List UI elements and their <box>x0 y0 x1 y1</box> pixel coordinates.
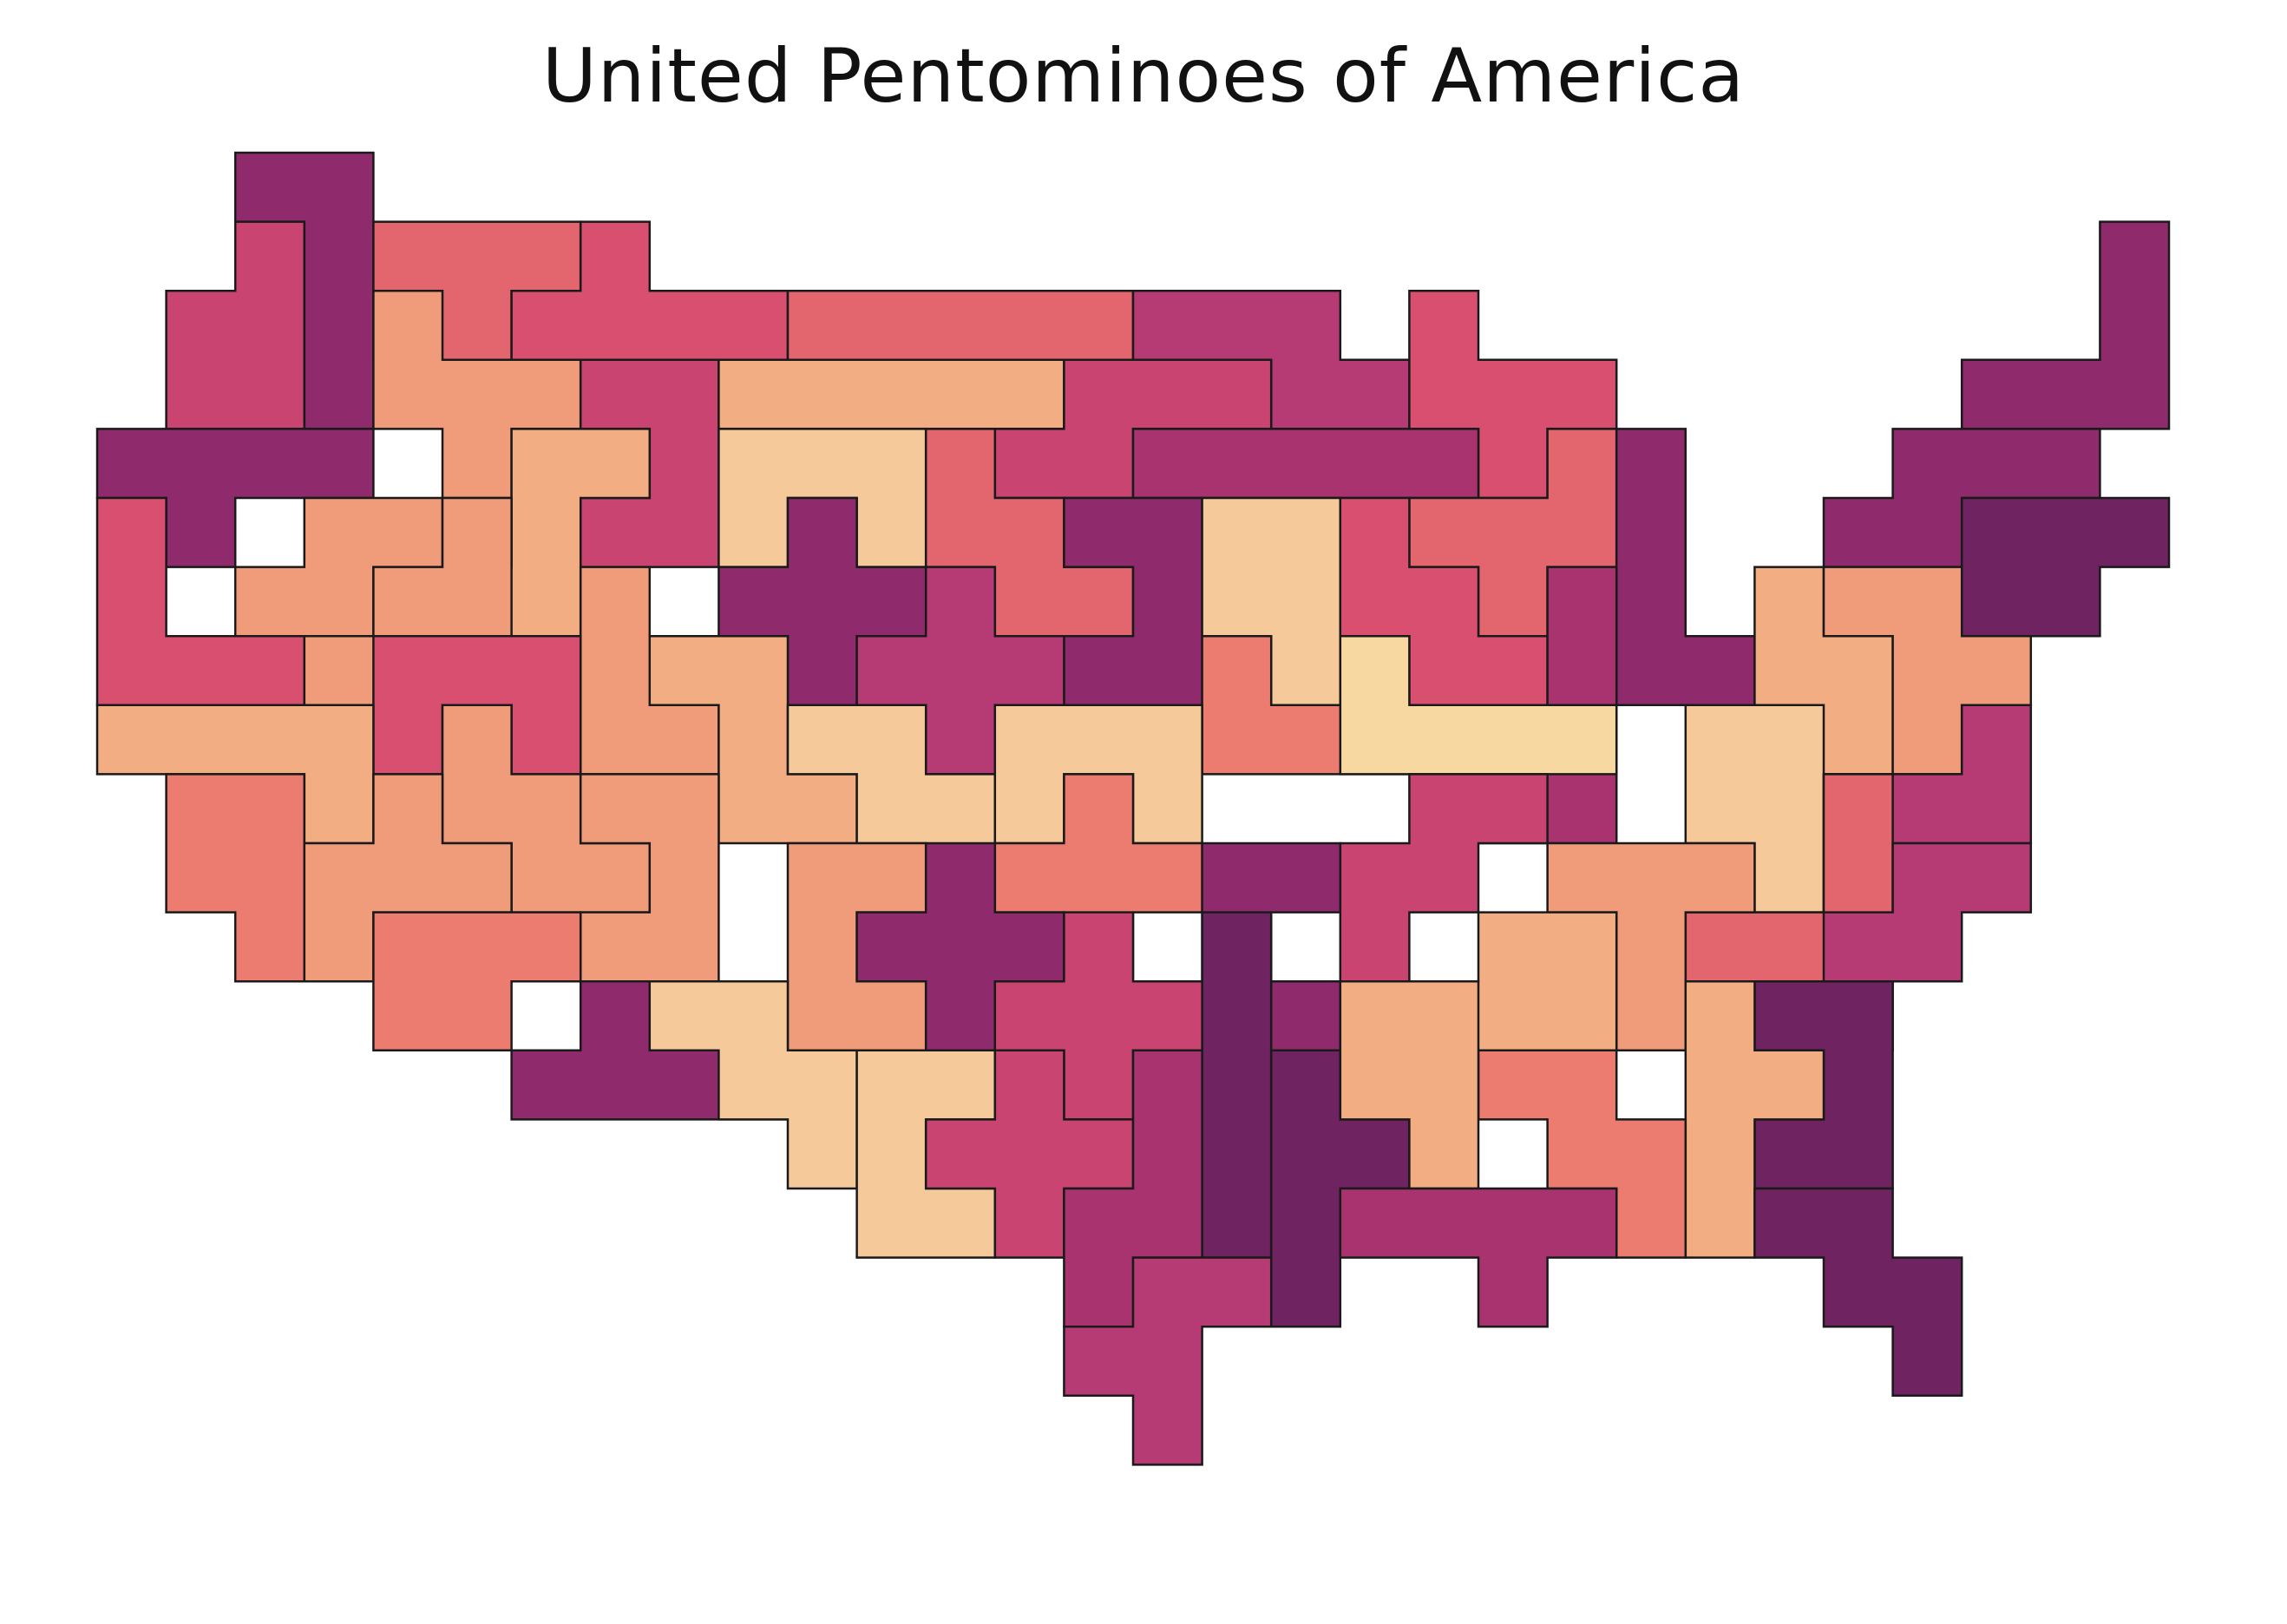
pentomino-piece-p71 <box>1063 1256 1273 1466</box>
pentomino-piece-p22 <box>1960 496 2171 638</box>
pentomino-piece-p37 <box>1339 634 1618 776</box>
pentomino-piece-p57 <box>1201 911 1273 1259</box>
pentomino-piece-p70 <box>1753 1187 1963 1398</box>
pentomino-piece-p08 <box>1960 220 2171 430</box>
pentomino-piece-p02 <box>165 220 306 430</box>
pentomino-piece-p11 <box>718 358 1065 430</box>
pieces-layer <box>95 151 2171 1466</box>
pentomino-piece-p44 <box>165 773 306 983</box>
pentomino-piece-p20 <box>1615 428 1756 707</box>
pentomino-piece-p67 <box>1477 1049 1687 1259</box>
pentomino-piece-p55 <box>372 911 582 1052</box>
pentomino-piece-p69 <box>1339 1187 1618 1328</box>
pentomino-piece-p18 <box>1131 428 1480 500</box>
map-title: United Pentominoes of America <box>541 33 1746 120</box>
pentomino-piece-p05 <box>786 289 1135 362</box>
